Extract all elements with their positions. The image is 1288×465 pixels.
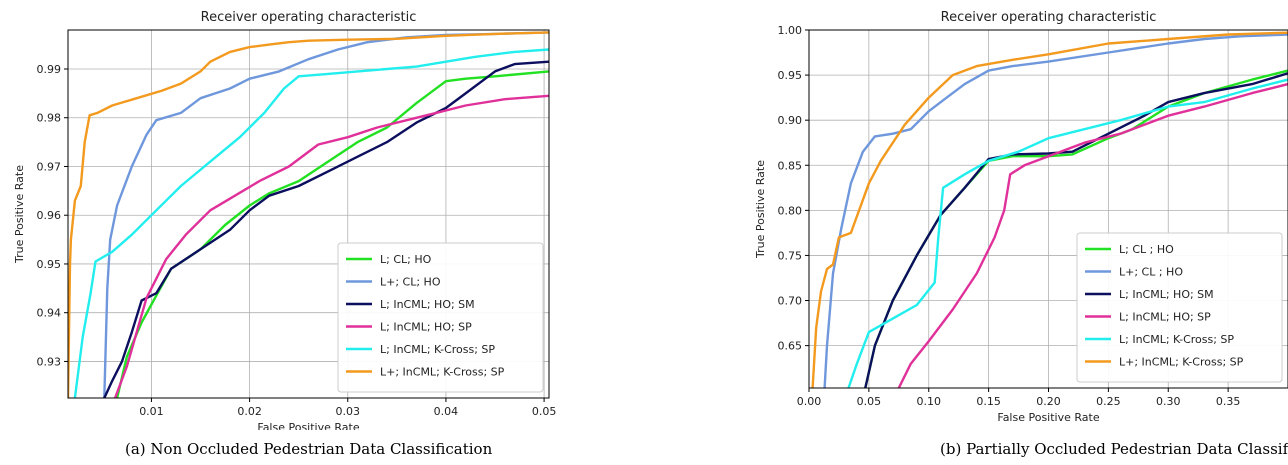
x-tick-label: 0.03 bbox=[336, 405, 361, 418]
series-line-2 bbox=[823, 33, 1288, 388]
roc-chart-non-occluded: 0.01 0.02 0.03 0.04 0.05 0.93 0.94 0.95 0.96 0.97… bbox=[0, 0, 570, 465]
legend-label-5: L; InCML; K-Cross; SP bbox=[380, 343, 495, 356]
legend-box bbox=[1076, 232, 1283, 383]
y-tick-label: 0.97 bbox=[37, 160, 62, 173]
y-tick-label: 0.95 bbox=[37, 258, 62, 271]
legend-label-1: L; CL; HO bbox=[380, 253, 432, 266]
y-tick-label: 0.65 bbox=[778, 340, 803, 353]
x-tick-label: 0.01 bbox=[139, 405, 164, 418]
series-line-4 bbox=[113, 94, 549, 398]
legend-label-1: L; CL ; HO bbox=[1119, 243, 1174, 256]
caption-non-occluded: (a) Non Occluded Pedestrian Data Classif… bbox=[125, 440, 493, 458]
x-tick-label: 0.04 bbox=[434, 405, 459, 418]
legend-label-3: L; InCML; HO; SM bbox=[380, 298, 475, 311]
y-tick-label: 0.93 bbox=[37, 355, 62, 368]
y-axis-label: True Positive Rate bbox=[13, 165, 26, 264]
legend-label-4: L; InCML; HO; SP bbox=[1119, 311, 1211, 324]
x-tick-label: 0.15 bbox=[976, 395, 1001, 408]
series-group bbox=[68, 31, 549, 398]
y-tick-label: 0.90 bbox=[778, 114, 803, 127]
x-tick-label: 0.05 bbox=[857, 395, 882, 408]
y-tick-label: 0.75 bbox=[778, 249, 803, 262]
x-tick-label: 0.30 bbox=[1156, 395, 1181, 408]
y-tick-label: 0.80 bbox=[778, 204, 803, 217]
y-tick-label: 0.95 bbox=[778, 69, 803, 82]
x-tick-label: 0.10 bbox=[917, 395, 942, 408]
series-line-5 bbox=[73, 48, 549, 398]
chart-title: Receiver operating characteristic bbox=[941, 10, 1157, 25]
legend-label-2: L+; CL; HO bbox=[380, 276, 441, 289]
legend-label-5: L; InCML; K-Cross; SP bbox=[1119, 333, 1234, 346]
series-line-4 bbox=[897, 82, 1288, 388]
legend-label-3: L; InCML; HO; SM bbox=[1119, 288, 1214, 301]
series-group bbox=[811, 31, 1288, 388]
x-tick-label: 0.25 bbox=[1096, 395, 1121, 408]
legend-label-6: L+; InCML; K-Cross; SP bbox=[1119, 356, 1244, 369]
y-tick-label: 0.99 bbox=[37, 63, 62, 76]
series-line-3 bbox=[864, 72, 1288, 388]
x-axis-label: False Positive Rate bbox=[257, 421, 359, 430]
roc-chart-b-svg: 0.00 0.05 0.10 0.15 0.20 0.25 0.30 0.35 0.65 0.70… bbox=[754, 10, 1288, 424]
series-line-1 bbox=[115, 70, 549, 398]
chart-title: Receiver operating characteristic bbox=[201, 10, 417, 25]
y-tick-label: 0.85 bbox=[778, 159, 803, 172]
series-line-5 bbox=[847, 78, 1288, 388]
y-tick-label: 0.94 bbox=[37, 307, 62, 320]
legend-box bbox=[337, 242, 544, 393]
x-axis-label: False Positive Rate bbox=[997, 411, 1099, 424]
roc-chart-a-svg: 0.01 0.02 0.03 0.04 0.05 0.93 0.94 0.95 0.96 0.97… bbox=[13, 10, 557, 434]
y-tick-label: 0.96 bbox=[37, 209, 62, 222]
y-tick-label: 1.00 bbox=[778, 24, 803, 37]
y-tick-label: 0.98 bbox=[37, 112, 62, 125]
legend-label-4: L; InCML; HO; SP bbox=[380, 321, 472, 334]
plot-frame bbox=[67, 29, 550, 399]
x-tick-label: 0.20 bbox=[1036, 395, 1061, 408]
y-tick-label: 0.70 bbox=[778, 295, 803, 308]
series-line-3 bbox=[103, 60, 549, 398]
x-tick-label: 0.00 bbox=[797, 395, 822, 408]
x-tick-label: 0.02 bbox=[237, 405, 262, 418]
x-tick-label: 0.05 bbox=[532, 405, 557, 418]
y-axis-label: True Positive Rate bbox=[754, 160, 767, 259]
legend-label-2: L+; CL ; HO bbox=[1119, 266, 1183, 279]
series-line-6 bbox=[68, 31, 549, 398]
roc-chart-partially-occluded: 0.00 0.05 0.10 0.15 0.20 0.25 0.30 0.35 0.65 0.70… bbox=[745, 0, 1288, 465]
series-line-6 bbox=[811, 31, 1288, 388]
x-tick-label: 0.35 bbox=[1216, 395, 1241, 408]
caption-partially-occluded: (b) Partially Occluded Pedestrian Data C… bbox=[940, 440, 1288, 458]
legend-label-6: L+; InCML; K-Cross; SP bbox=[380, 366, 505, 379]
